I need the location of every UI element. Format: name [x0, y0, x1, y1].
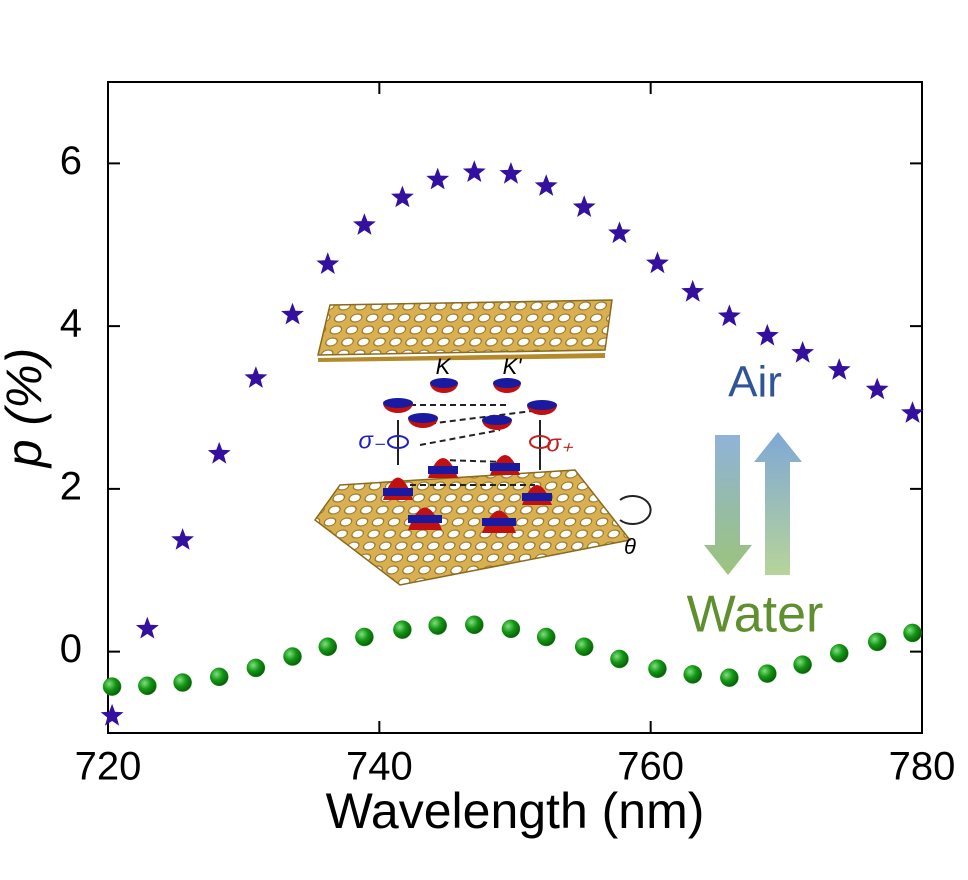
star-point	[608, 221, 631, 244]
y-tick-label: 4	[60, 302, 82, 346]
annotation: K'	[503, 354, 523, 379]
star-point	[791, 341, 814, 363]
circle-point	[428, 616, 447, 635]
annotation: θ	[624, 534, 636, 559]
annotation: σ₊	[546, 430, 573, 457]
star-point	[462, 160, 486, 182]
y-tick-label: 2	[60, 464, 82, 508]
star-point	[865, 377, 889, 400]
circle-point	[793, 655, 812, 674]
circle-point	[536, 627, 556, 647]
circle-point	[829, 644, 849, 663]
circle-point	[318, 637, 338, 656]
star-point	[646, 251, 669, 274]
annotation: σ₋	[358, 427, 385, 454]
circle-point	[283, 647, 302, 666]
star-point	[426, 167, 450, 190]
plot-frame	[107, 81, 923, 734]
y-axis-label: p (%)	[0, 348, 52, 469]
star-point	[681, 279, 705, 302]
x-axis-label: Wavelength (nm)	[326, 783, 705, 839]
x-tick-label: 740	[346, 745, 413, 789]
annotation: K	[436, 354, 452, 379]
inset-schematic	[313, 299, 802, 586]
x-tick-label: 720	[75, 745, 142, 789]
circle-point	[720, 668, 739, 687]
star-point	[316, 252, 340, 274]
circle-point	[102, 677, 122, 696]
circle-point	[610, 649, 629, 669]
circle-point	[138, 676, 157, 696]
star-point	[391, 185, 414, 208]
star-point	[281, 302, 304, 325]
circle-point	[209, 667, 229, 687]
star-point	[534, 174, 558, 196]
star-point	[135, 616, 159, 639]
circle-point	[246, 658, 266, 678]
circle-point	[683, 665, 702, 684]
y-tick-label: 6	[60, 139, 82, 183]
circle-point	[648, 659, 667, 678]
x-tick-label: 780	[889, 745, 956, 789]
annotation: Air	[728, 358, 782, 407]
star-point	[572, 195, 596, 217]
circle-point	[393, 620, 412, 639]
star-point	[901, 401, 924, 423]
circle-point	[574, 637, 594, 656]
circle-point	[903, 623, 922, 643]
star-point	[244, 366, 268, 388]
star-point	[171, 528, 194, 550]
circle-point	[501, 619, 521, 639]
x-tick-label: 760	[617, 745, 684, 789]
star-point	[755, 323, 779, 346]
star-point	[717, 304, 741, 327]
circle-point	[173, 673, 192, 692]
y-tick-label: 0	[60, 627, 82, 671]
star-point	[100, 703, 124, 726]
star-point	[207, 441, 231, 464]
star-point	[353, 213, 376, 235]
circle-point	[758, 664, 777, 683]
circle-point	[867, 632, 887, 652]
star-point	[499, 162, 523, 184]
circle-point	[355, 627, 374, 647]
star-point	[827, 358, 851, 380]
circle-point	[465, 615, 484, 635]
annotation: Water	[687, 586, 824, 644]
